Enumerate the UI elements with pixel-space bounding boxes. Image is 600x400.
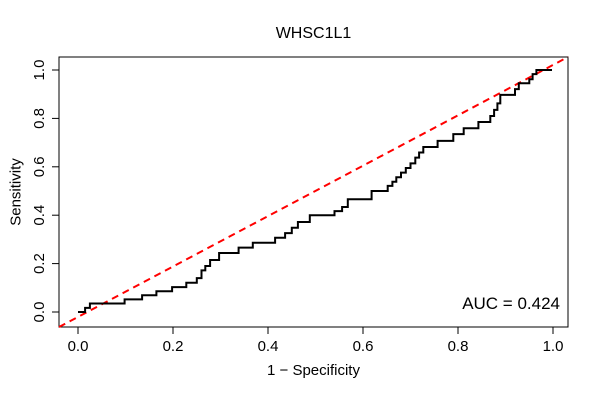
chart-title: WHSC1L1 — [275, 25, 352, 42]
y-axis-label: Sensitivity — [7, 158, 25, 226]
x-axis-label: 1 − Specificity — [267, 362, 360, 379]
x-tick-label: 0.8 — [448, 338, 469, 355]
x-tick-label: 0.0 — [68, 338, 89, 355]
y-tick-label: 1.0 — [31, 60, 48, 81]
y-tick-label: 0.0 — [31, 302, 48, 323]
y-tick-label: 0.6 — [31, 156, 48, 177]
roc-curve-line — [78, 69, 552, 313]
auc-annotation: AUC = 0.424 — [462, 294, 560, 313]
x-tick-label: 1.0 — [543, 338, 564, 355]
x-tick-label: 0.2 — [163, 338, 184, 355]
x-tick-label: 0.6 — [353, 338, 374, 355]
y-tick-label: 0.2 — [31, 253, 48, 274]
x-tick-label: 0.4 — [258, 338, 279, 355]
y-tick-label: 0.4 — [31, 205, 48, 226]
y-tick-label: 0.8 — [31, 108, 48, 129]
chance-diagonal-line — [58, 56, 569, 328]
plot-box — [58, 56, 569, 328]
